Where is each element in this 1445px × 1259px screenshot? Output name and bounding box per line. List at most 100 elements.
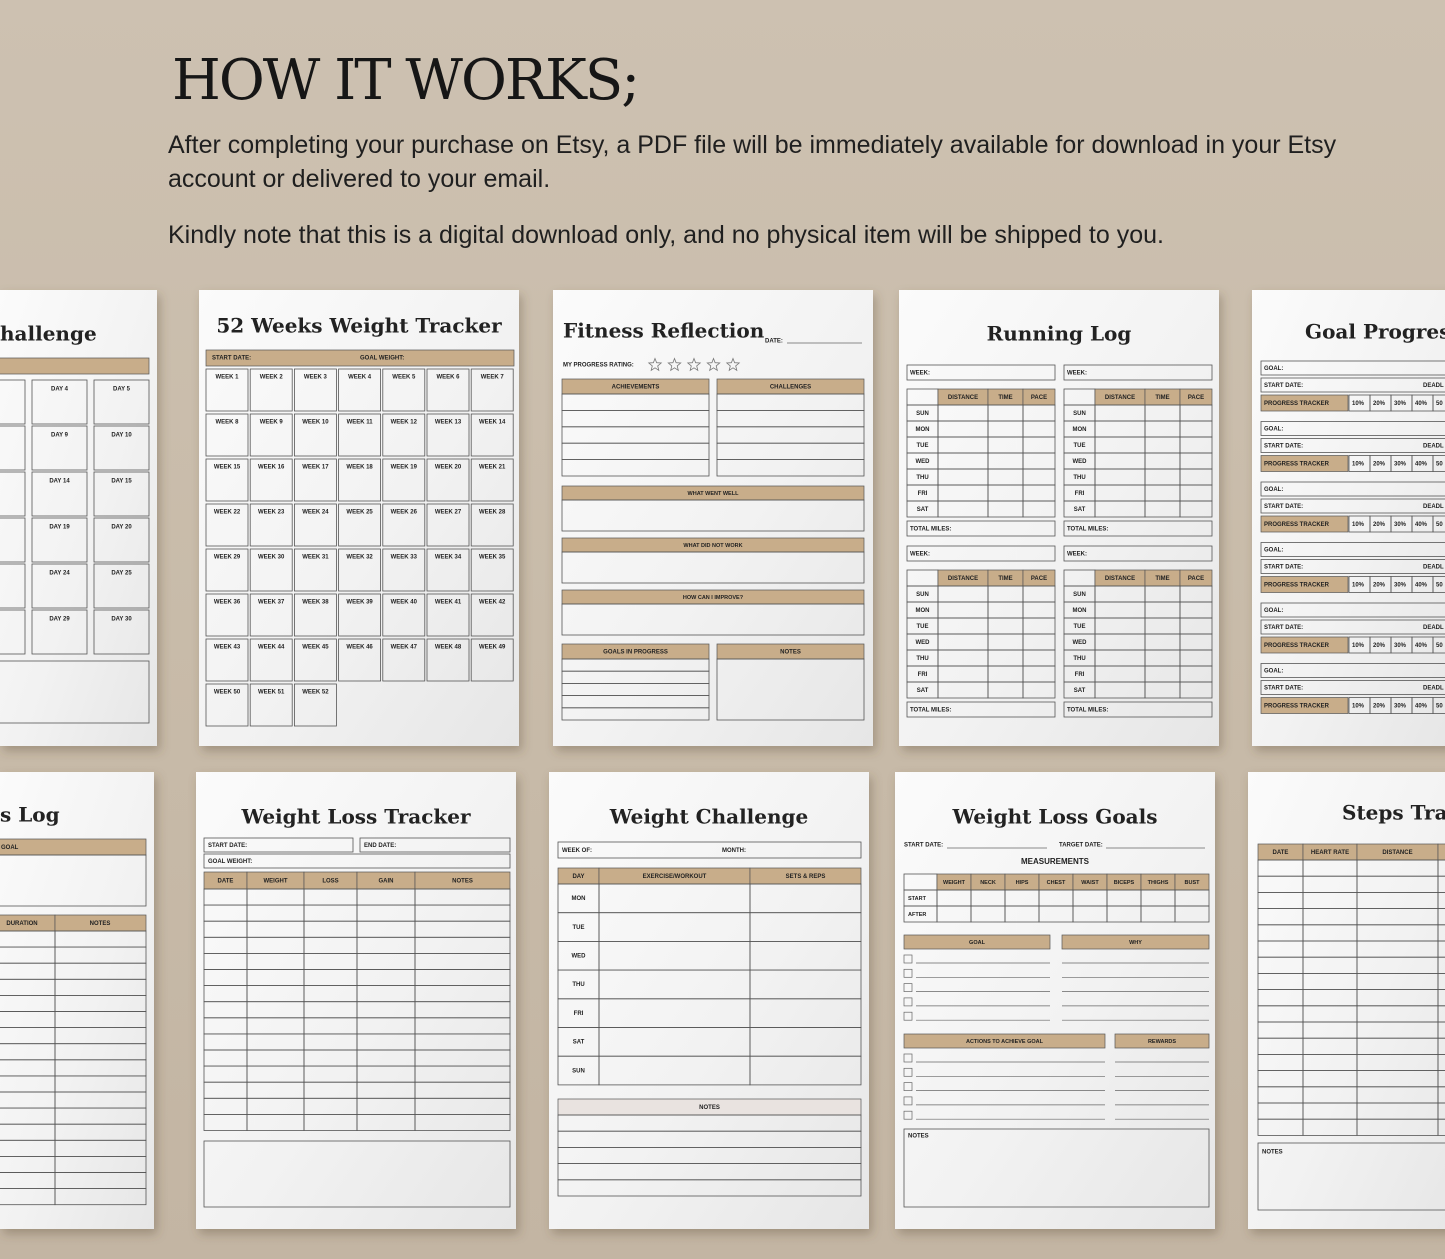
label: WEEK 46 <box>346 645 373 651</box>
cell <box>906 701 1056 718</box>
label: DEADL <box>1423 383 1444 389</box>
label: NOTES <box>699 1105 720 1111</box>
label: 30% <box>1394 522 1407 528</box>
label: DAY 25 <box>111 571 132 577</box>
label: 20% <box>1373 522 1386 528</box>
cell <box>1437 908 1445 926</box>
label: DEADL <box>1423 565 1444 571</box>
paragraph: After completing your purchase on Etsy, … <box>168 131 1337 193</box>
page-title: Goal Progress T <box>1305 320 1445 344</box>
cell <box>1260 542 1445 557</box>
cell <box>561 551 865 584</box>
cell <box>382 503 426 547</box>
label: TUE <box>573 925 585 931</box>
label: SAT <box>1074 688 1086 694</box>
label: 40% <box>1415 522 1428 528</box>
label: WEEK 31 <box>302 555 329 561</box>
cell <box>93 425 150 471</box>
header-bar <box>1260 515 1349 533</box>
label: 20% <box>1373 462 1386 468</box>
cell <box>382 548 426 592</box>
cell <box>249 638 293 682</box>
cell <box>1174 905 1210 923</box>
cell <box>205 638 249 682</box>
label: START DATE: <box>208 843 247 849</box>
label: DEADL <box>1423 504 1444 510</box>
label: TARGET DATE: <box>1059 843 1103 849</box>
label: WAIST <box>1081 880 1099 886</box>
header-bar <box>1437 843 1445 861</box>
cell <box>338 503 382 547</box>
cell <box>426 368 470 412</box>
cell <box>426 458 470 502</box>
header-bar <box>1260 394 1349 412</box>
label: SETS & REPS <box>786 874 826 880</box>
label: WEEK 49 <box>479 645 506 651</box>
label: DEADL <box>1423 444 1444 450</box>
label: THU <box>1073 475 1085 481</box>
label: WEEK 5 <box>392 375 416 381</box>
label: 50 <box>1436 583 1443 589</box>
cell <box>1437 892 1445 910</box>
rating-star <box>686 357 702 372</box>
label: THU <box>916 656 928 662</box>
cell <box>0 563 26 609</box>
rating-star <box>647 357 663 372</box>
cell <box>382 413 426 457</box>
header-bar <box>1260 636 1349 654</box>
cell <box>716 459 865 477</box>
label: MON <box>572 896 586 902</box>
cell <box>1437 973 1445 991</box>
cell <box>293 638 337 682</box>
label: START DATE: <box>1264 686 1303 692</box>
label: REWARDS <box>1148 1039 1176 1045</box>
label: MEASUREMENTS <box>1021 857 1090 866</box>
label: GOAL: <box>1264 366 1283 372</box>
cell <box>1437 1102 1445 1120</box>
label: WEEK: <box>910 552 930 558</box>
cell <box>1437 1021 1445 1039</box>
cell <box>1432 697 1445 714</box>
cell <box>0 660 150 724</box>
label: MON <box>1073 427 1087 433</box>
cell <box>249 683 293 727</box>
label: BUST <box>1185 880 1201 886</box>
cell <box>1432 394 1445 412</box>
label: 20% <box>1373 704 1386 710</box>
label: PROGRESS TRACKER <box>1264 583 1330 589</box>
label: WEEK 29 <box>214 555 241 561</box>
label: WED <box>1073 459 1088 465</box>
label: WEEK 11 <box>347 420 374 426</box>
cell <box>293 548 337 592</box>
header-bar <box>0 838 147 856</box>
label: START DATE: <box>904 843 943 849</box>
cell <box>249 548 293 592</box>
label: WEEK 44 <box>258 645 285 651</box>
cell <box>749 1055 862 1086</box>
cell <box>426 593 470 637</box>
planner-page <box>895 772 1215 1229</box>
cell <box>1260 680 1445 695</box>
label: THU <box>916 475 928 481</box>
label: PROGRESS TRACKER <box>1264 401 1330 407</box>
label: GAIN <box>379 879 394 885</box>
label: WHAT WENT WELL <box>688 491 740 497</box>
checkbox <box>903 968 913 978</box>
cell <box>293 368 337 412</box>
cell <box>414 1114 511 1131</box>
label: BICEPS <box>1114 880 1135 886</box>
label: PROGRESS TRACKER <box>1264 462 1330 468</box>
label: PACE <box>1031 395 1047 401</box>
label: GOAL: <box>1264 608 1283 614</box>
cell <box>1260 421 1445 436</box>
label: SUN <box>916 411 929 417</box>
label: GOAL WEIGHT: <box>360 356 404 362</box>
cell <box>1260 663 1445 678</box>
label: START DATE: <box>1264 504 1303 510</box>
label: WEEK: <box>1067 371 1087 377</box>
header-bar <box>205 349 515 367</box>
label: FRI <box>574 1011 584 1017</box>
cell <box>93 379 150 425</box>
cell <box>1260 559 1445 574</box>
